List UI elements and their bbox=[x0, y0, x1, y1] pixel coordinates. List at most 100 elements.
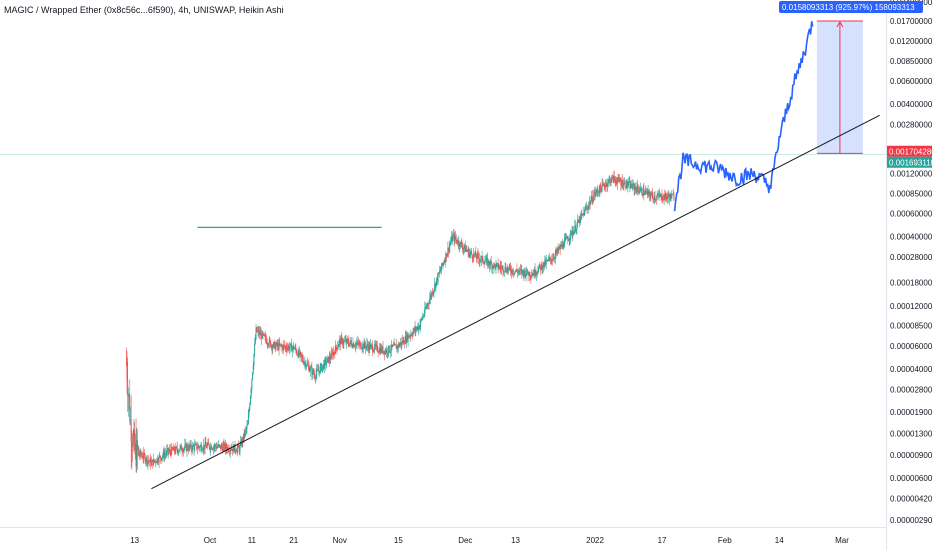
candle bbox=[301, 356, 303, 358]
candle bbox=[398, 344, 400, 347]
candle bbox=[442, 263, 444, 266]
candle bbox=[611, 176, 613, 181]
candle bbox=[546, 260, 548, 261]
candle bbox=[644, 194, 646, 195]
candle bbox=[448, 246, 450, 252]
candle bbox=[204, 442, 206, 450]
candle bbox=[166, 450, 168, 454]
candle bbox=[615, 180, 617, 183]
candle bbox=[450, 237, 452, 243]
candle bbox=[603, 184, 605, 187]
candle bbox=[178, 451, 180, 453]
candle bbox=[472, 257, 474, 259]
candle bbox=[588, 204, 590, 209]
candle bbox=[349, 340, 351, 344]
candle bbox=[263, 334, 265, 336]
candle bbox=[251, 379, 253, 389]
candle bbox=[344, 340, 346, 341]
candle bbox=[270, 341, 272, 347]
candle bbox=[272, 346, 274, 350]
candle bbox=[602, 183, 604, 185]
candle bbox=[351, 345, 353, 348]
candle bbox=[663, 195, 665, 200]
candle bbox=[379, 348, 381, 353]
candle bbox=[374, 344, 376, 347]
candle bbox=[266, 343, 268, 345]
candle bbox=[302, 357, 304, 361]
candle bbox=[570, 230, 572, 232]
candle bbox=[487, 260, 489, 266]
candle bbox=[504, 266, 506, 272]
candle bbox=[402, 339, 404, 343]
candle bbox=[628, 181, 630, 183]
candle bbox=[143, 453, 145, 456]
candle bbox=[254, 338, 256, 344]
candle bbox=[417, 326, 419, 330]
candle bbox=[156, 458, 158, 463]
candle bbox=[508, 268, 510, 271]
candle bbox=[423, 313, 425, 316]
candle bbox=[249, 395, 251, 405]
y-tick-label: 0.0012000000 bbox=[890, 169, 932, 178]
candle bbox=[370, 344, 372, 346]
candle bbox=[625, 187, 627, 188]
candle bbox=[237, 445, 239, 449]
candle bbox=[353, 343, 355, 347]
candle bbox=[602, 184, 604, 185]
candle bbox=[363, 342, 365, 349]
candle bbox=[409, 336, 411, 338]
candle bbox=[286, 348, 288, 351]
candle bbox=[219, 444, 221, 446]
candle bbox=[388, 345, 390, 352]
candle bbox=[291, 343, 293, 352]
candle bbox=[452, 235, 454, 241]
candle bbox=[174, 451, 176, 453]
candle bbox=[259, 331, 261, 336]
candle bbox=[160, 458, 162, 460]
candle bbox=[621, 179, 623, 186]
candle bbox=[586, 207, 588, 209]
candle bbox=[658, 193, 660, 196]
candle bbox=[527, 273, 529, 276]
candle bbox=[635, 188, 637, 193]
candle bbox=[281, 345, 283, 347]
candle bbox=[422, 315, 424, 317]
candle bbox=[142, 457, 144, 459]
candle bbox=[296, 353, 298, 355]
candle bbox=[214, 445, 216, 447]
candle bbox=[480, 259, 482, 261]
candle bbox=[128, 394, 130, 397]
candle bbox=[201, 450, 203, 452]
projection-line bbox=[673, 21, 814, 212]
candle bbox=[439, 271, 441, 272]
candle bbox=[584, 208, 586, 210]
candle bbox=[569, 238, 571, 240]
candle bbox=[453, 234, 455, 242]
candle bbox=[208, 444, 210, 449]
candle bbox=[653, 198, 655, 201]
candle bbox=[445, 253, 447, 258]
candle bbox=[600, 188, 602, 192]
candle bbox=[591, 195, 593, 203]
candle bbox=[467, 249, 469, 252]
candle bbox=[554, 258, 556, 260]
candle bbox=[422, 316, 424, 320]
candle bbox=[607, 180, 609, 184]
candle bbox=[194, 444, 196, 446]
candle bbox=[279, 342, 281, 346]
candle bbox=[627, 185, 629, 187]
candle bbox=[279, 344, 281, 346]
candle bbox=[517, 271, 519, 273]
candle bbox=[176, 446, 178, 448]
candle bbox=[155, 460, 157, 463]
candle bbox=[141, 455, 143, 458]
candle bbox=[522, 270, 524, 272]
candle bbox=[182, 449, 184, 452]
candle bbox=[288, 346, 290, 350]
candle bbox=[460, 242, 462, 243]
candle bbox=[242, 433, 244, 442]
candle bbox=[221, 445, 223, 448]
candle bbox=[458, 240, 460, 246]
candle bbox=[478, 258, 480, 262]
candle bbox=[358, 343, 360, 345]
